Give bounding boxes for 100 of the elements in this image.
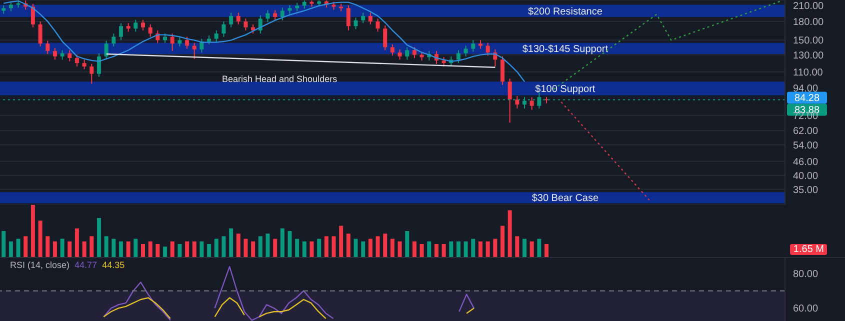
bar — [361, 241, 366, 257]
bar — [222, 236, 226, 257]
text: 1.65 M — [790, 244, 827, 255]
bar — [478, 241, 482, 257]
bar — [2, 231, 6, 257]
bar — [16, 238, 20, 257]
candlestick — [38, 20, 42, 47]
candlestick — [192, 42, 196, 60]
bar — [170, 241, 174, 257]
candlestick — [368, 12, 372, 25]
bar — [493, 238, 498, 257]
candlestick — [96, 52, 101, 78]
annotation: 44.35 — [102, 260, 125, 270]
bar — [390, 238, 394, 257]
bar — [24, 236, 28, 257]
candlestick — [52, 47, 57, 60]
bar — [295, 238, 300, 257]
bar — [383, 234, 388, 257]
bar — [163, 246, 168, 257]
bar — [515, 236, 520, 257]
candlestick — [346, 4, 350, 31]
candlestick — [251, 24, 256, 34]
bar — [266, 234, 270, 257]
candlestick — [90, 63, 94, 84]
band-label: $200 Resistance — [528, 6, 603, 18]
candlestick — [112, 33, 116, 47]
y-tick-label: 54.00 — [793, 140, 818, 152]
y-tick-label: 130.00 — [793, 50, 824, 62]
band-label: $130-$145 Support — [522, 44, 608, 55]
bar — [346, 234, 350, 257]
bar — [178, 244, 182, 257]
y-tick-label: 62.00 — [793, 126, 818, 138]
bar — [354, 238, 358, 257]
bar — [434, 244, 438, 257]
bar — [405, 231, 410, 257]
y-tick-label: 46.00 — [793, 156, 818, 168]
bar — [544, 244, 549, 257]
bar — [229, 228, 234, 257]
candlestick — [222, 20, 226, 38]
candlestick — [141, 19, 146, 31]
annotation: Bearish Head and Shoulders — [222, 74, 338, 84]
bar — [500, 226, 504, 257]
bar — [46, 236, 50, 257]
bar — [486, 241, 490, 257]
candlestick — [134, 19, 138, 32]
candlestick — [456, 50, 460, 64]
candlestick — [68, 50, 72, 62]
band-label: $100 Support — [535, 84, 596, 96]
candlestick — [383, 25, 388, 51]
bar — [96, 218, 101, 257]
bar — [134, 238, 138, 257]
candlestick — [170, 33, 174, 52]
y-tick-label: 150.00 — [793, 36, 824, 47]
candlestick — [405, 46, 410, 60]
y-tick-label: 210.00 — [793, 1, 824, 12]
y-tick-label: 40.00 — [793, 171, 818, 182]
bar — [332, 236, 336, 257]
bar — [376, 236, 380, 257]
bar — [104, 236, 108, 257]
candlestick — [376, 18, 380, 32]
bar — [82, 241, 86, 257]
chart-title: RSI (14, close) — [10, 260, 70, 270]
bar — [112, 238, 116, 257]
candlestick — [185, 36, 190, 50]
candlestick — [390, 44, 394, 56]
bar — [427, 241, 432, 257]
bar — [324, 236, 328, 257]
bar — [38, 220, 42, 257]
bar — [537, 238, 542, 257]
candlestick — [30, 3, 35, 28]
bar — [412, 241, 416, 257]
candlestick — [244, 18, 248, 31]
bar — [280, 228, 284, 257]
candlestick — [266, 10, 270, 23]
bar — [420, 244, 424, 257]
candlestick — [508, 78, 512, 124]
band-label: $30 Bear Case — [532, 193, 599, 204]
bar — [398, 241, 402, 257]
y-tick-label: 80.00 — [793, 269, 818, 280]
candlestick — [412, 46, 416, 59]
bar — [207, 244, 212, 257]
bar — [74, 228, 79, 257]
bar — [302, 241, 306, 257]
bar — [317, 238, 322, 257]
candlestick — [486, 42, 490, 56]
candlestick — [471, 40, 476, 52]
bar — [185, 241, 190, 257]
bar — [530, 241, 534, 257]
candlestick — [500, 56, 504, 86]
candlestick — [273, 10, 278, 21]
bar — [251, 241, 256, 257]
candlestick — [118, 22, 123, 41]
bar — [449, 241, 454, 257]
candlestick — [178, 36, 182, 47]
bar — [214, 238, 218, 257]
candlestick — [214, 30, 218, 43]
bar — [236, 234, 240, 257]
bar — [273, 238, 278, 257]
candlestick — [104, 40, 108, 60]
bar — [442, 244, 446, 257]
